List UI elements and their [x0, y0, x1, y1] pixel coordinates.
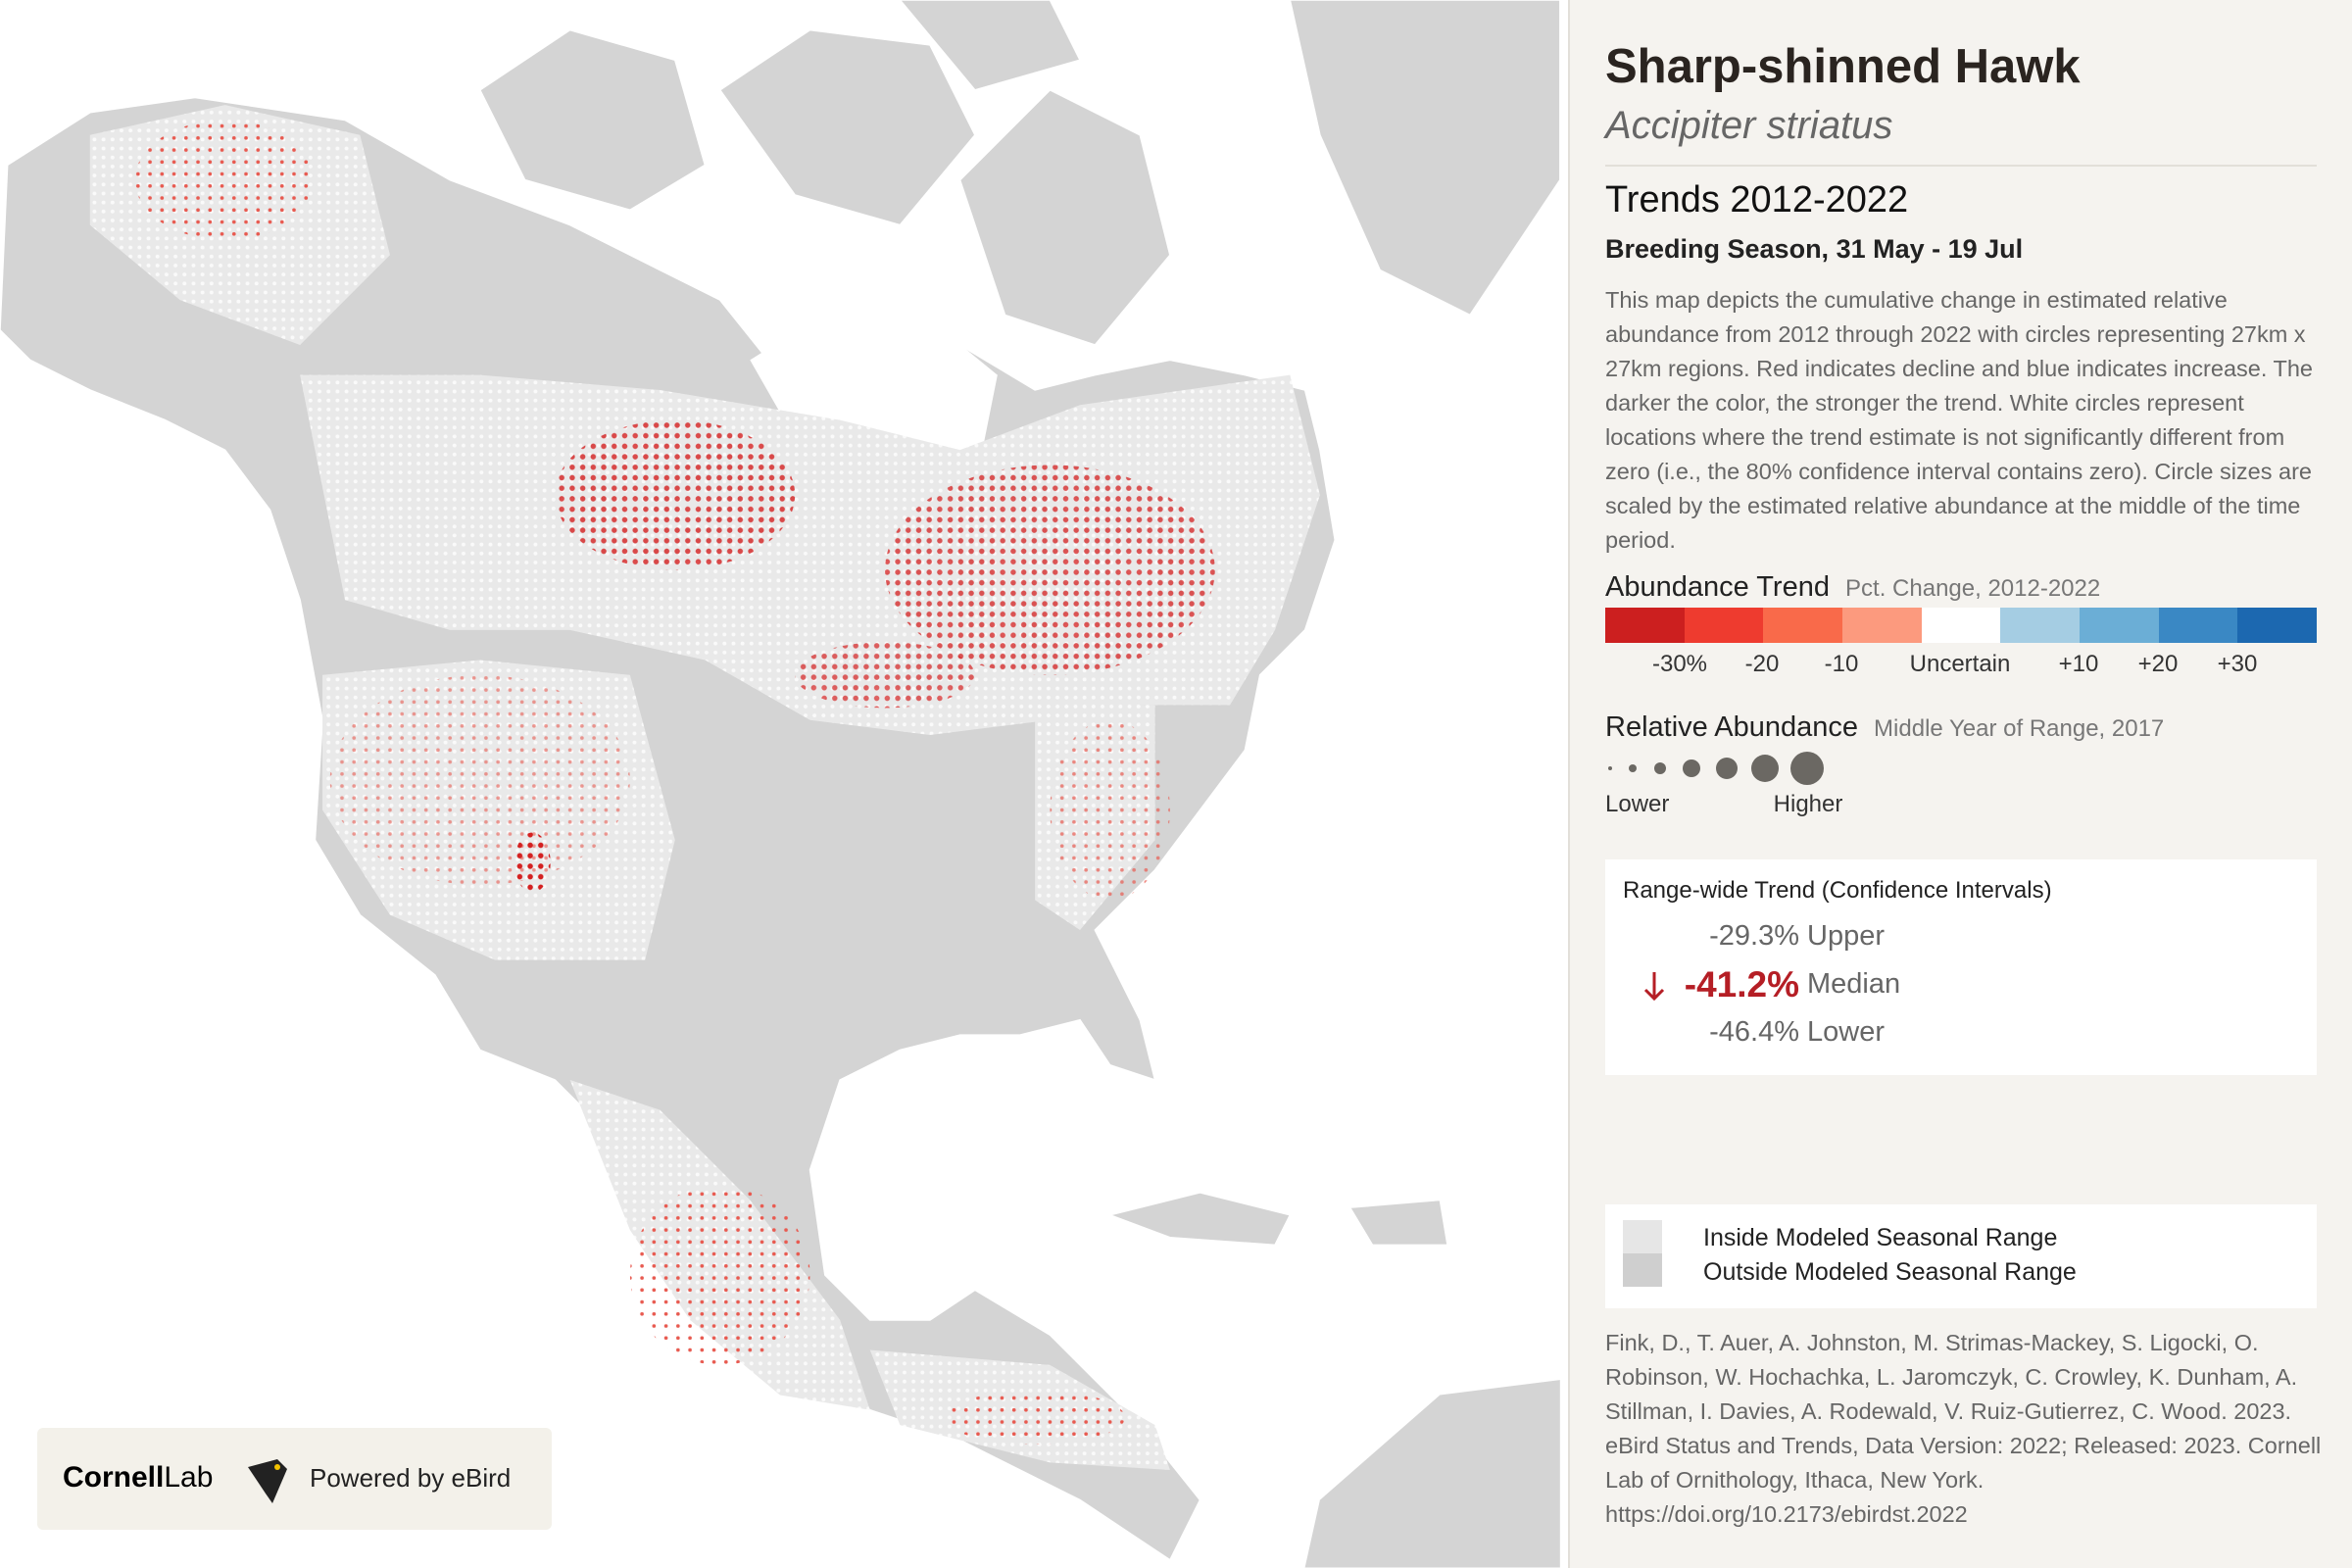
trend-swatch	[2080, 608, 2159, 643]
species-name: Sharp-shinned Hawk	[1605, 40, 2081, 93]
basemap	[0, 0, 1561, 1568]
lower-label: Lower	[1807, 1016, 1885, 1048]
trend-label: +30	[2217, 651, 2258, 677]
inside-swatch	[1623, 1220, 1662, 1253]
abundance-circles	[1608, 752, 1824, 785]
outside-label: Outside Modeled Seasonal Range	[1703, 1258, 2077, 1286]
inside-label: Inside Modeled Seasonal Range	[1703, 1224, 2058, 1251]
trend-swatch	[2158, 608, 2238, 643]
logo-icon	[248, 1459, 287, 1503]
down-arrow	[1643, 972, 1665, 1002]
logo-brand-main: Cornell	[63, 1461, 165, 1494]
trend-dots	[134, 120, 1215, 1445]
trend-swatch	[1763, 608, 1843, 643]
description: This map depicts the cumulative change i…	[1605, 287, 2313, 553]
abundance-legend-title: Relative Abundance Middle Year of Range,…	[1605, 711, 2164, 744]
range-trend-title: Range-wide Trend (Confidence Intervals)	[1623, 877, 2052, 904]
section-title: Trends 2012-2022	[1605, 179, 1909, 220]
trend-swatch	[1605, 608, 1685, 643]
trend-label: -10	[1824, 651, 1859, 677]
trend-swatch	[2237, 608, 2318, 643]
map	[0, 0, 1561, 1568]
outside-swatch	[1623, 1253, 1662, 1287]
abundance-legend-subtitle: Middle Year of Range, 2017	[1874, 715, 2165, 742]
median-value: -41.2%	[1684, 964, 1799, 1004]
scientific-name: Accipiter striatus	[1605, 104, 1893, 147]
trend-swatch	[1684, 608, 1764, 643]
divider	[1605, 165, 2317, 167]
trend-legend-subtitle: Pct. Change, 2012-2022	[1845, 575, 2101, 602]
trend-label: +10	[2058, 651, 2099, 677]
abundance-legend-name: Relative Abundance	[1605, 711, 1858, 743]
abundance-high: Higher	[1773, 791, 1843, 817]
trend-swatches	[1605, 608, 2318, 643]
info-panel: Sharp-shinned Hawk Accipiter striatus Tr…	[1568, 0, 2352, 1568]
trend-legend-title: Abundance Trend Pct. Change, 2012-2022	[1605, 571, 2100, 604]
trend-label: +20	[2137, 651, 2179, 677]
trend-swatch	[2000, 608, 2081, 643]
trend-label: Uncertain	[1909, 651, 2011, 677]
upper-label: Upper	[1807, 920, 1885, 952]
upper-value: -29.3%	[1709, 920, 1799, 952]
citation: Fink, D., T. Auer, A. Johnston, M. Strim…	[1605, 1330, 2322, 1527]
trend-swatch	[1921, 608, 2001, 643]
range-legend: Inside Modeled Seasonal Range Outside Mo…	[1605, 1204, 2317, 1308]
median-label: Median	[1807, 968, 1901, 1000]
season: Breeding Season, 31 May - 19 Jul	[1605, 234, 2024, 264]
range-trend-box: Range-wide Trend (Confidence Intervals) …	[1605, 859, 2317, 1075]
powered-by: Powered by eBird	[310, 1463, 512, 1493]
lower-value: -46.4%	[1709, 1016, 1799, 1048]
trend-label: -30%	[1651, 651, 1708, 677]
logo[interactable]: CornellLab Powered by eBird	[37, 1428, 552, 1530]
trend-label: -20	[1744, 651, 1780, 677]
logo-brand: CornellLab	[63, 1461, 213, 1494]
abundance-low: Lower	[1605, 791, 1670, 817]
trend-legend-name: Abundance Trend	[1605, 571, 1830, 603]
logo-brand-suffix: Lab	[164, 1461, 214, 1494]
trend-swatch	[1842, 608, 1922, 643]
